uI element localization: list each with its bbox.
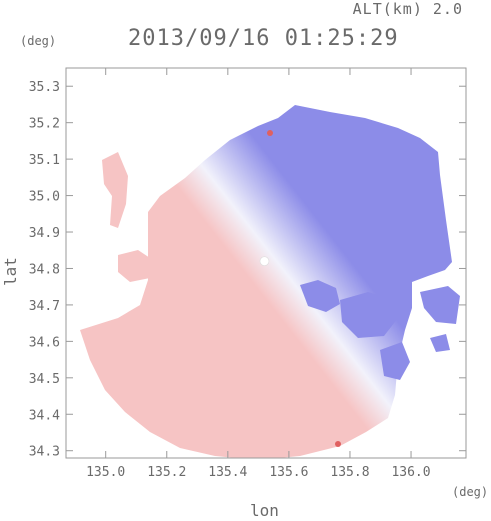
y-tick-label: 34.6 (29, 335, 60, 350)
radar-site-marker (259, 256, 270, 266)
chart-title: 2013/09/16 01:25:29 (128, 26, 399, 51)
y-tick-label: 35.0 (29, 190, 60, 205)
y-tick-label: 34.5 (29, 372, 60, 387)
y-tick-label: 34.8 (29, 262, 60, 277)
y-tick-label: 34.9 (29, 226, 60, 241)
y-tick-label: 35.3 (29, 80, 60, 95)
y-axis-ticks: 34.3 34.4 34.5 34.6 34.7 34.8 34.9 35.0 35.1 35.2… (29, 80, 466, 460)
x-tick-label: 135.2 (147, 465, 186, 480)
x-axis-label: lon (250, 501, 279, 520)
radar-echo-east-3 (420, 286, 460, 324)
radar-echo-west (118, 250, 150, 282)
y-tick-label: 34.3 (29, 445, 60, 460)
y-tick-label: 34.7 (29, 299, 60, 314)
y-tick-label: 35.2 (29, 117, 60, 132)
radar-echo-south (430, 334, 450, 352)
x-tick-label: 135.4 (208, 465, 247, 480)
radar-echo-east-1 (300, 280, 340, 312)
radar-echo-northwest (102, 152, 128, 228)
x-tick-label: 135.6 (269, 465, 308, 480)
hotspot-marker (335, 441, 341, 447)
y-tick-label: 35.1 (29, 153, 60, 168)
x-axis-ticks: 135.0 135.2 135.4 135.6 135.8 136.0 (86, 68, 431, 480)
radar-echo-east-2 (340, 292, 398, 338)
x-axis-unit: (deg) (452, 485, 489, 499)
hotspot-marker (267, 130, 273, 136)
radar-echo-main (80, 105, 452, 458)
plot-frame (65, 67, 467, 459)
y-tick-label: 34.4 (29, 408, 60, 423)
y-axis-unit: (deg) (20, 34, 57, 48)
x-tick-label: 135.0 (86, 465, 125, 480)
x-tick-label: 136.0 (391, 465, 430, 480)
altitude-label: ALT(km) 2.0 (352, 0, 463, 18)
radar-echo-southeast (380, 342, 410, 380)
x-tick-label: 135.8 (330, 465, 369, 480)
